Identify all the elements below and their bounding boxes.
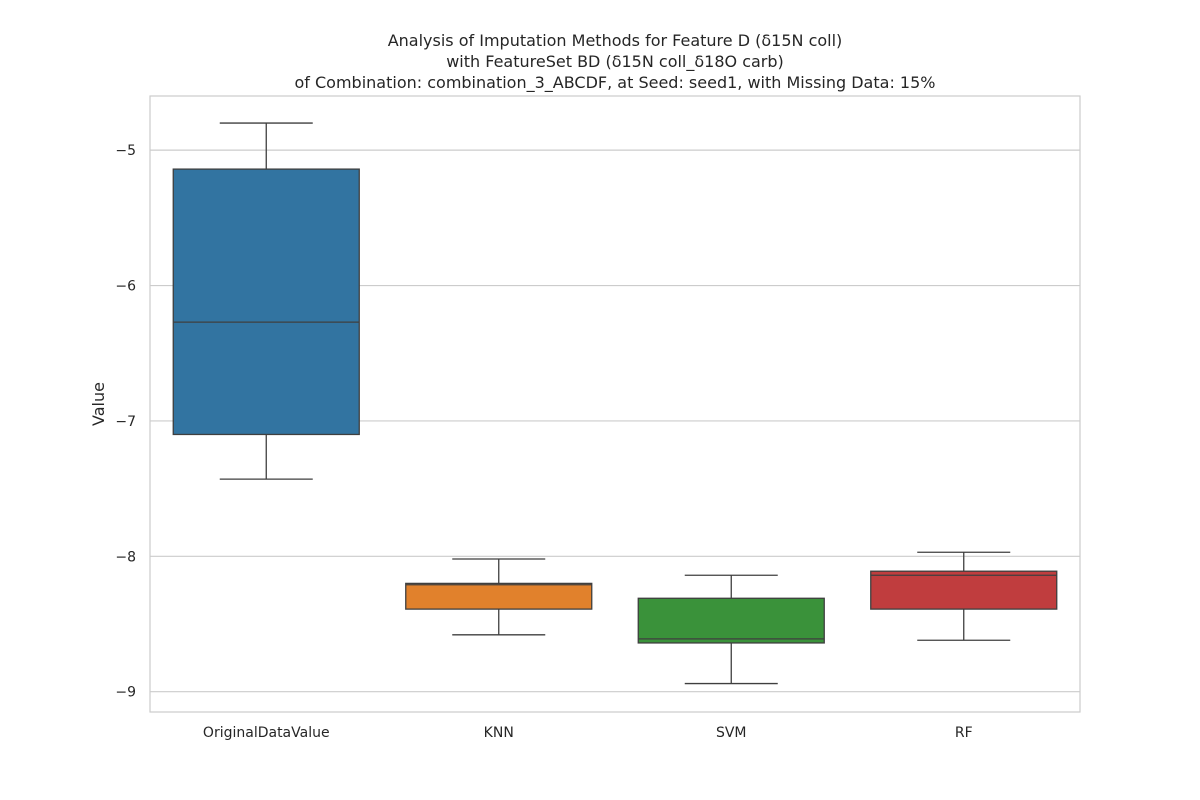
y-tick-labels: −5 −6 −7 −8 −9 bbox=[115, 143, 136, 701]
y-tick-label: −9 bbox=[115, 685, 136, 701]
x-tick-label: RF bbox=[955, 725, 973, 741]
box-rf bbox=[870, 551, 1058, 641]
box-svm bbox=[637, 574, 825, 685]
y-tick-label: −7 bbox=[115, 414, 136, 430]
x-tick-labels: OriginalDataValue KNN SVM RF bbox=[203, 725, 973, 741]
y-tick-label: −6 bbox=[115, 279, 136, 295]
boxes bbox=[172, 122, 1058, 685]
x-tick-label: KNN bbox=[484, 725, 514, 741]
box-originaldatavalue bbox=[172, 122, 360, 480]
y-tick-label: −8 bbox=[115, 549, 136, 565]
iqr-box bbox=[870, 570, 1058, 610]
title-line-3: of Combination: combination_3_ABCDF, at … bbox=[295, 73, 936, 93]
plot-frame bbox=[149, 95, 1081, 713]
chart-title: Analysis of Imputation Methods for Featu… bbox=[295, 31, 936, 93]
x-tick-label: OriginalDataValue bbox=[203, 725, 330, 741]
iqr-box bbox=[637, 597, 825, 644]
x-tick-label: SVM bbox=[716, 725, 747, 741]
title-line-2: with FeatureSet BD (δ15N coll_δ18O carb) bbox=[446, 52, 784, 72]
y-tick-label: −5 bbox=[115, 143, 136, 159]
y-axis-label: Value bbox=[89, 382, 108, 426]
box-knn bbox=[405, 558, 593, 636]
iqr-box bbox=[172, 168, 360, 436]
iqr-box bbox=[405, 582, 593, 610]
title-line-1: Analysis of Imputation Methods for Featu… bbox=[388, 31, 843, 50]
